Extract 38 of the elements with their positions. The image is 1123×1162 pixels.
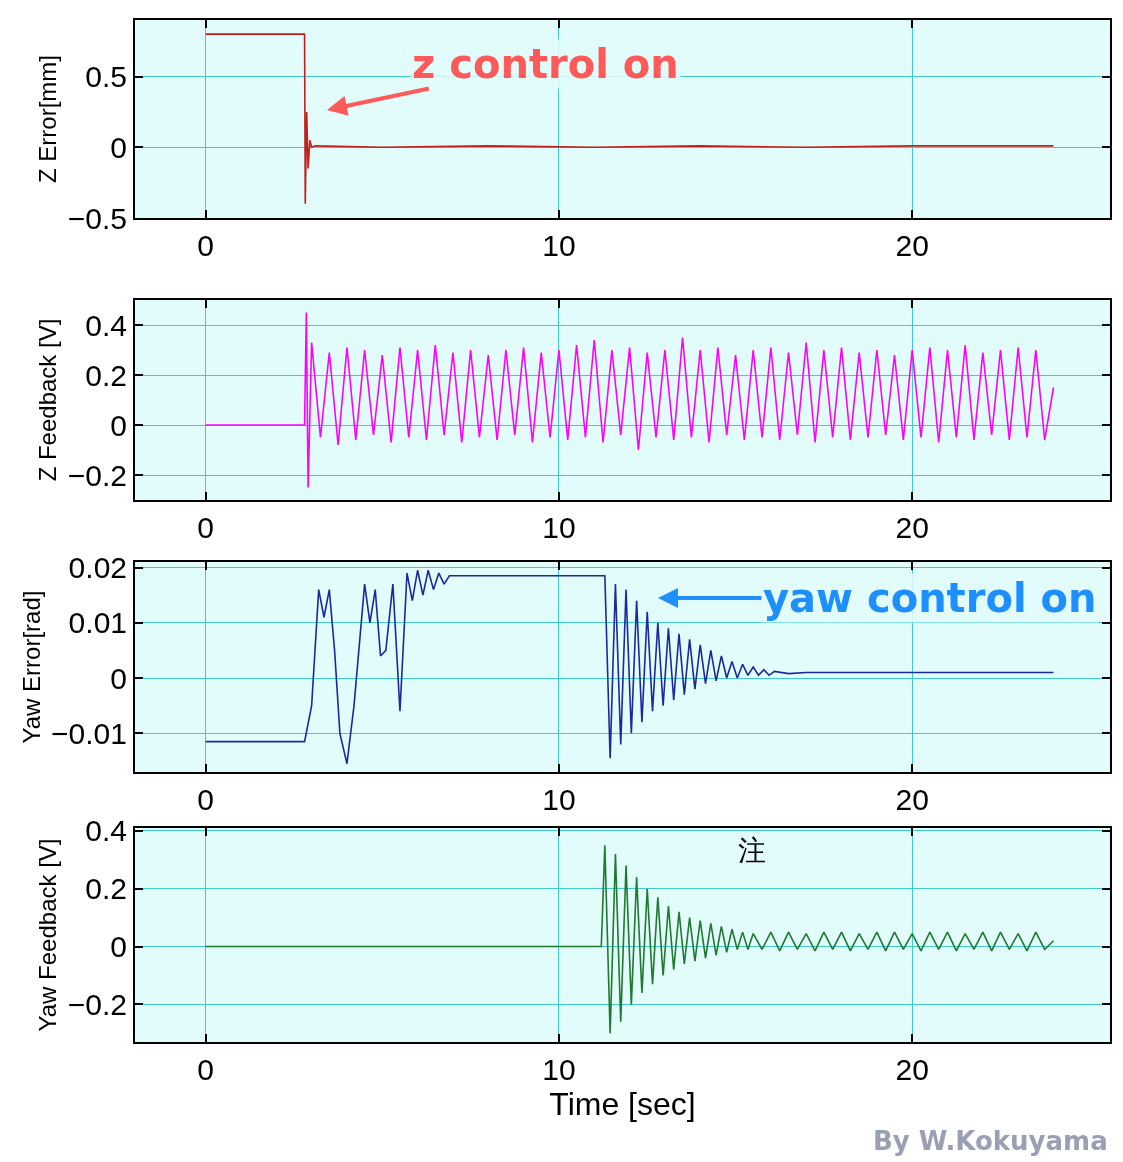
y-tick-label: 0.2 <box>85 358 127 392</box>
x-tick-label: 20 <box>895 511 929 544</box>
y-tick-label: 0 <box>110 130 127 164</box>
y-axis-title: Z Error[mm] <box>34 55 62 183</box>
y-tick-label: 0.02 <box>68 551 127 585</box>
x-tick-label: 0 <box>197 229 214 262</box>
x-tick-label: 0 <box>197 511 214 544</box>
annotation: 注 <box>738 834 766 867</box>
x-tick-label: 0 <box>197 783 214 816</box>
x-tick-label: 0 <box>197 1053 214 1086</box>
x-tick-label: 20 <box>895 783 929 816</box>
annotation: yaw control on <box>763 575 1097 621</box>
y-tick-label: 0.5 <box>85 60 127 94</box>
annotation: z control on <box>412 41 679 87</box>
x-tick-label: 10 <box>542 783 576 816</box>
x-axis-title: Time [sec] <box>549 1086 696 1122</box>
y-tick-label: 0 <box>110 930 127 964</box>
y-tick-label: −0.2 <box>67 458 127 492</box>
y-axis-title: Z Feedback [V] <box>34 318 62 482</box>
y-tick-label: 0 <box>110 661 127 695</box>
y-tick-label: −0.01 <box>51 716 127 750</box>
x-tick-label: 10 <box>542 1053 576 1086</box>
y-tick-label: 0.01 <box>68 606 127 640</box>
y-axis-title: Yaw Error[rad] <box>17 590 45 744</box>
x-tick-label: 20 <box>895 229 929 262</box>
x-tick-label: 10 <box>542 511 576 544</box>
y-tick-label: 0.4 <box>85 814 127 848</box>
text: By W.Kokuyama <box>873 1126 1108 1156</box>
y-tick-label: −0.2 <box>67 987 127 1021</box>
line-series <box>204 311 1055 489</box>
x-tick-label: 20 <box>895 1053 929 1086</box>
line-series <box>204 33 1055 205</box>
y-tick-label: 0.2 <box>85 872 127 906</box>
y-tick-label: 0 <box>110 408 127 442</box>
y-tick-label: 0.4 <box>85 308 127 342</box>
y-tick-label: −0.5 <box>67 201 127 235</box>
y-axis-title: Yaw Feedback [V] <box>34 838 62 1032</box>
x-tick-label: 10 <box>542 229 576 262</box>
